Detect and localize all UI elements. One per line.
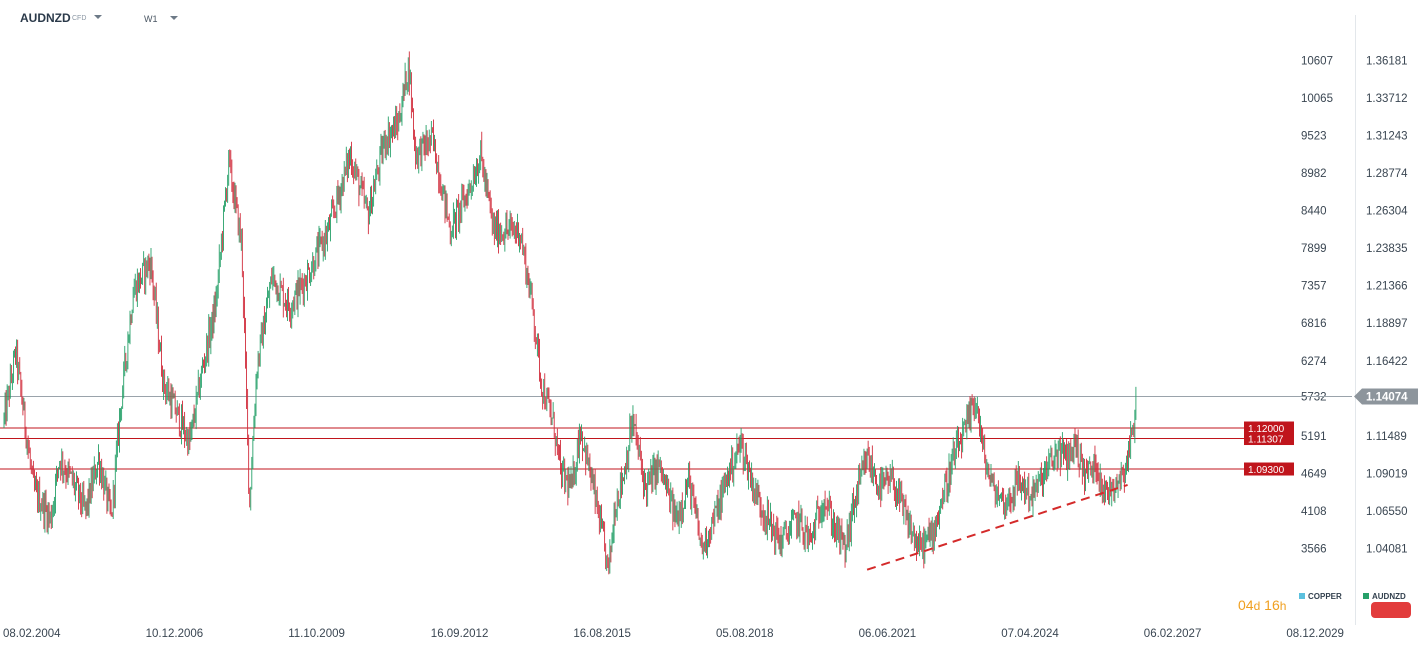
date-tick-label: 08.12.2029 — [1286, 628, 1344, 640]
price-tick-label: 1.33712 — [1366, 93, 1408, 105]
date-tick-label: 16.09.2012 — [431, 628, 489, 640]
timeframe-label[interactable]: W1 — [144, 14, 158, 24]
current-price-label: 1.14074 — [1366, 392, 1408, 404]
price-tick-label: 1.36181 — [1366, 56, 1408, 68]
level-tag-label: 1.11307 — [1248, 435, 1284, 446]
copper-tick-label: 5191 — [1301, 431, 1327, 443]
level-tag — [1244, 462, 1294, 476]
date-tick-label: 10.12.2006 — [146, 628, 204, 640]
timeframe-dropdown-icon[interactable] — [170, 16, 178, 20]
countdown-days: 04 — [1238, 597, 1254, 613]
date-tick-label: 06.06.2021 — [859, 628, 917, 640]
level-tag — [1244, 421, 1294, 435]
legend-copper-swatch — [1299, 593, 1305, 599]
copper-tick-label: 4108 — [1301, 506, 1327, 518]
symbol-label[interactable]: AUDNZD — [20, 11, 71, 25]
legend-copper-label: COPPER — [1308, 592, 1342, 601]
legend-audnzd-label: AUDNZD — [1372, 592, 1406, 601]
price-tick-label: 1.11489 — [1366, 431, 1407, 443]
price-tick-label: 1.04081 — [1366, 543, 1408, 555]
date-tick-label: 05.08.2018 — [716, 628, 774, 640]
candles — [3, 51, 1137, 575]
symbol-dropdown-icon[interactable] — [94, 15, 102, 19]
level-tag-label: 1.12000 — [1248, 424, 1285, 435]
price-tick-label: 1.16422 — [1366, 356, 1408, 368]
copper-tick-label: 9523 — [1301, 131, 1327, 143]
copper-tick-label: 7357 — [1301, 281, 1327, 293]
copper-tick-label: 4649 — [1301, 468, 1327, 480]
level-tag — [1244, 432, 1294, 446]
date-tick-label: 07.04.2024 — [1001, 628, 1059, 640]
legend-audnzd[interactable]: AUDNZD — [1363, 592, 1406, 601]
price-tick-label: 1.18897 — [1366, 318, 1408, 330]
sell-button[interactable] — [1371, 602, 1411, 618]
countdown-days-unit: d — [1253, 599, 1261, 613]
price-tick-label: 1.28774 — [1366, 168, 1408, 180]
copper-tick-label: 5732 — [1301, 392, 1327, 404]
trendline-support — [866, 484, 1128, 571]
copper-tick-label: 3566 — [1301, 543, 1327, 555]
countdown-hours-unit: h — [1279, 599, 1287, 613]
date-tick-label: 06.02.2027 — [1144, 628, 1202, 640]
price-tick-label: 1.31243 — [1366, 131, 1408, 143]
bar-countdown: 04d 16h — [1238, 597, 1286, 613]
legend-copper[interactable]: COPPER — [1299, 592, 1342, 601]
current-price-tag — [1354, 388, 1418, 405]
date-tick-label: 16.08.2015 — [573, 628, 631, 640]
legend-audnzd-swatch — [1363, 593, 1369, 599]
price-tick-label: 1.26304 — [1366, 206, 1408, 218]
price-tick-label: 1.09019 — [1366, 468, 1408, 480]
copper-tick-label: 8440 — [1301, 206, 1327, 218]
copper-tick-label: 8982 — [1301, 168, 1327, 180]
countdown-hours: 16 — [1264, 597, 1280, 613]
copper-tick-label: 7899 — [1301, 243, 1327, 255]
date-tick-label: 11.10.2009 — [288, 628, 345, 640]
price-tick-label: 1.06550 — [1366, 506, 1408, 518]
symbol-type-label: CFD — [72, 15, 87, 22]
price-tick-label: 1.23835 — [1366, 243, 1408, 255]
copper-tick-label: 10607 — [1301, 56, 1333, 68]
chart-toolbar: AUDNZD CFD W1 — [0, 0, 1426, 36]
price-tick-label: 1.21366 — [1366, 281, 1408, 293]
date-tick-label: 08.02.2004 — [3, 628, 61, 640]
copper-tick-label: 10065 — [1301, 93, 1333, 105]
copper-tick-label: 6274 — [1301, 356, 1327, 368]
level-tag-label: 1.09300 — [1248, 465, 1285, 476]
copper-tick-label: 6816 — [1301, 318, 1327, 330]
